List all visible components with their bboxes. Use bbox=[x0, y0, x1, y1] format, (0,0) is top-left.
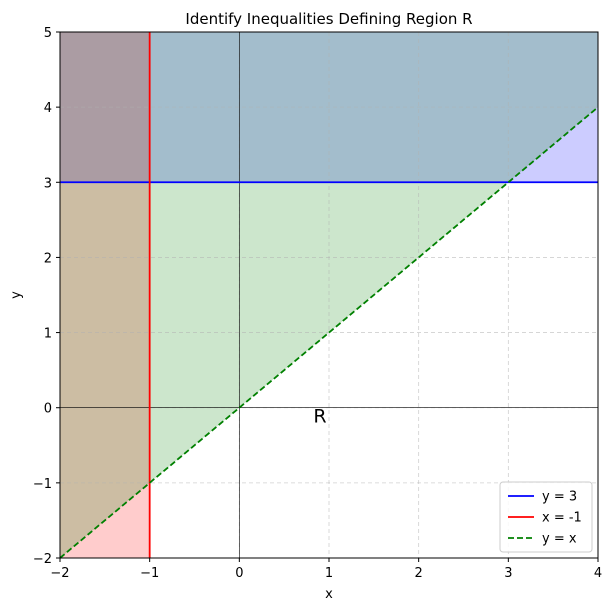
x-tick-label: 1 bbox=[325, 566, 333, 581]
shaded-region-2 bbox=[60, 32, 150, 558]
y-axis-label: y bbox=[9, 291, 24, 299]
legend-entry: y = 3 bbox=[542, 490, 577, 505]
x-tick-label: 0 bbox=[235, 566, 243, 581]
series-lines bbox=[59, 32, 599, 559]
region-label: R bbox=[313, 406, 326, 428]
annotations: R bbox=[313, 406, 326, 428]
x-tick-label: −2 bbox=[50, 566, 69, 581]
y-tick-label: 1 bbox=[44, 327, 52, 342]
legend-entry: y = x bbox=[542, 532, 577, 547]
y-tick-label: 5 bbox=[44, 26, 52, 41]
x-tick-label: −1 bbox=[140, 566, 159, 581]
y-tick-label: 3 bbox=[44, 176, 52, 191]
x-tick-label: 2 bbox=[415, 566, 423, 581]
legend: y = 3 x = -1 y = x bbox=[499, 481, 593, 553]
x-axis-label: x bbox=[325, 587, 333, 602]
y-tick-label: −1 bbox=[33, 477, 52, 492]
y-tick-label: 0 bbox=[44, 402, 52, 417]
legend-box bbox=[499, 481, 593, 553]
y-tick-label: 4 bbox=[44, 101, 52, 116]
x-tick-label: 3 bbox=[504, 566, 512, 581]
y-tick-label: 2 bbox=[44, 251, 52, 266]
x-tick-label: 4 bbox=[594, 566, 602, 581]
ticks: −2 −1 0 1 2 3 4 −2 −1 0 1 2 3 4 5 bbox=[33, 26, 602, 581]
chart-title: Identify Inequalities Defining Region R bbox=[185, 10, 472, 28]
legend-entry: x = -1 bbox=[542, 511, 582, 526]
y-tick-label: −2 bbox=[33, 552, 52, 567]
